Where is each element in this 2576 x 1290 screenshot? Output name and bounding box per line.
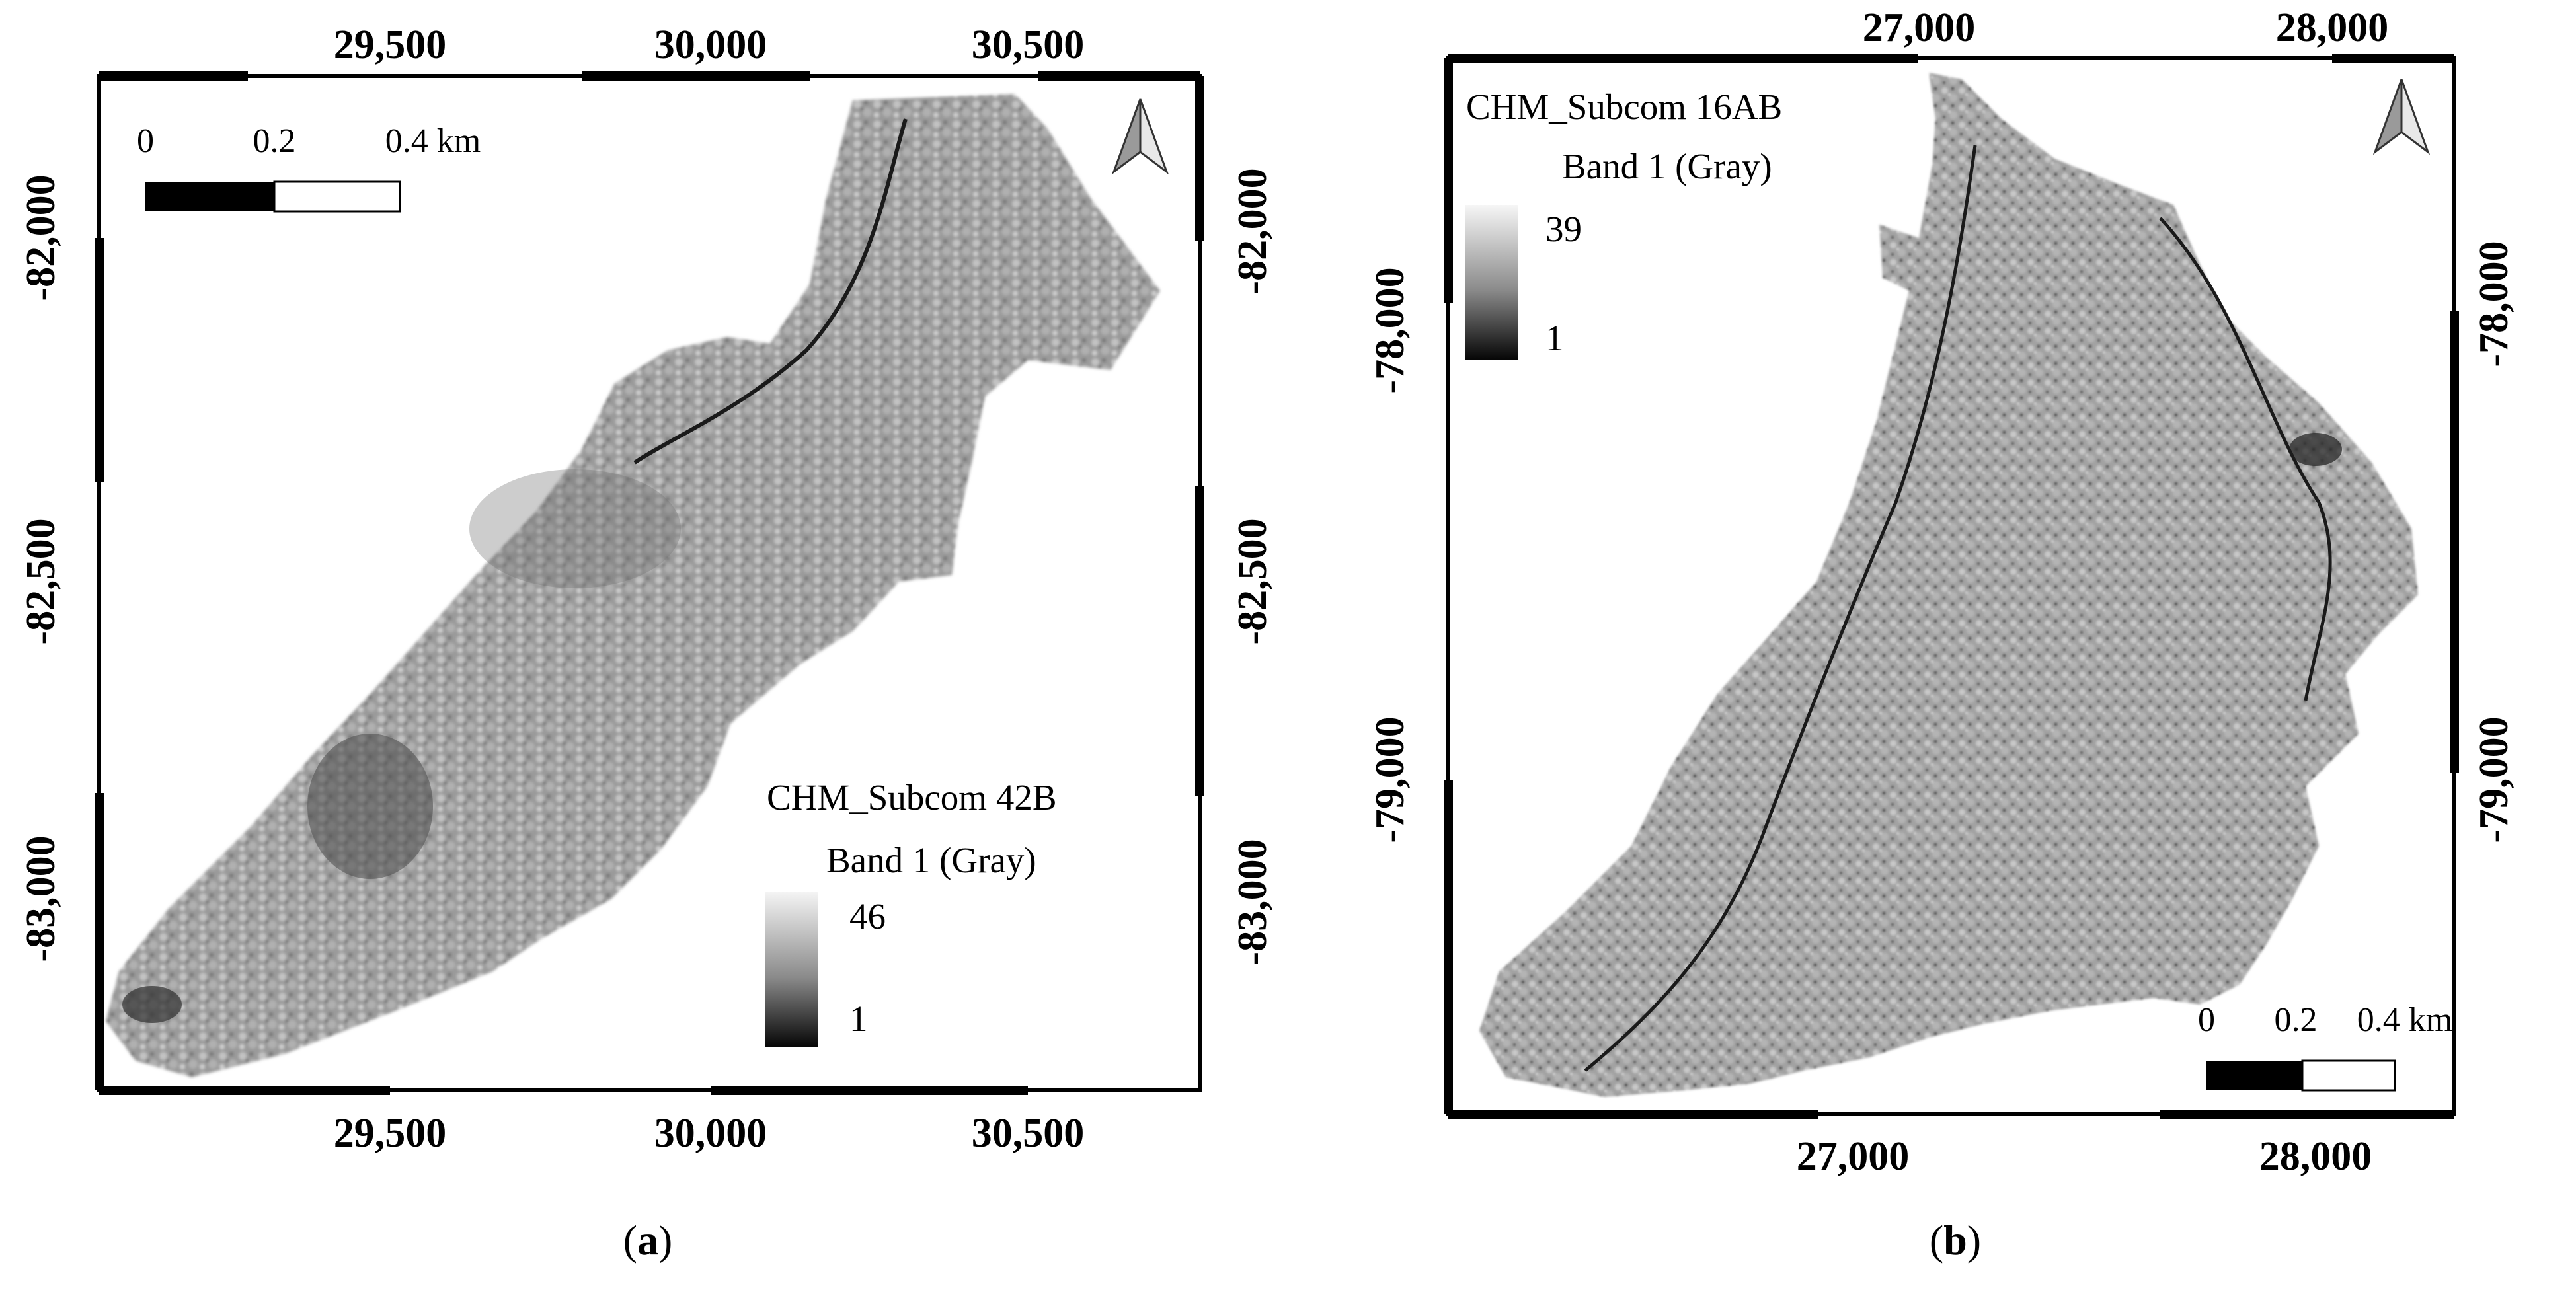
caption-letter-a: a [637, 1217, 658, 1264]
y-tick-right-0: -78,000 [2472, 241, 2517, 367]
x-tick-bottom-2: 30,500 [972, 1111, 1085, 1156]
legend-layer-name: CHM_Subcom 16AB [1466, 87, 1782, 127]
y-tick-left-0: -82,000 [19, 174, 63, 301]
legend-layer-name: CHM_Subcom 42B [767, 777, 1057, 817]
legend-max-value: 46 [849, 896, 886, 936]
legend-max-value: 39 [1545, 209, 1582, 249]
frame-ticks [1444, 54, 2459, 1119]
x-tick-bottom-1: 30,000 [654, 1111, 767, 1156]
x-tick-top-2: 30,500 [972, 22, 1085, 67]
caption-letter-b: b [1943, 1217, 1967, 1264]
legend-min-value: 1 [1545, 318, 1564, 358]
map-b-canvas: CHM_Subcom 16AB Band 1 (Gray) 39 1 0 0.2… [1368, 5, 2517, 1179]
scale-bar: 0 0.2 0.4 km [137, 122, 481, 213]
x-tick-top-0: 29,500 [334, 22, 447, 67]
legend-band-label: Band 1 (Gray) [826, 840, 1036, 880]
x-tick-top-1: 30,000 [654, 22, 767, 67]
caption-b: (b) [1929, 1217, 1982, 1264]
canopy-height-raster [106, 94, 1160, 1077]
y-tick-right-0: -82,000 [1230, 168, 1275, 294]
x-tick-top-1: 28,000 [2276, 5, 2389, 50]
x-tick-bottom-1: 28,000 [2259, 1134, 2372, 1179]
y-tick-left-1: -82,500 [19, 518, 63, 644]
scale-label-2: 0.4 km [385, 122, 481, 160]
map-a-canvas: 0 0.2 0.4 km CHM_Subcom 42B Band 1 (Gray… [19, 22, 1275, 1156]
legend-color-ramp [765, 892, 818, 1047]
legend-min-value: 1 [849, 999, 868, 1039]
legend: CHM_Subcom 16AB Band 1 (Gray) 39 1 [1465, 87, 1782, 360]
y-tick-left-2: -83,000 [19, 835, 63, 962]
frame-ticks [95, 71, 1204, 1095]
x-tick-bottom-0: 27,000 [1797, 1134, 1910, 1179]
scale-label-1: 0.2 [2275, 1001, 2318, 1039]
scale-bar: 0 0.2 0.4 km [2198, 1001, 2452, 1092]
scale-label-0: 0 [2198, 1001, 2215, 1039]
canopy-height-raster [1479, 73, 2418, 1097]
y-tick-right-1: -79,000 [2472, 716, 2517, 843]
scale-label-1: 0.2 [253, 122, 296, 160]
scale-label-0: 0 [137, 122, 154, 160]
legend-band-label: Band 1 (Gray) [1562, 146, 1772, 186]
y-tick-right-2: -83,000 [1230, 839, 1275, 965]
y-tick-left-0: -78,000 [1368, 267, 1413, 393]
y-tick-right-1: -82,500 [1230, 518, 1275, 644]
scale-label-2: 0.4 km [2357, 1001, 2452, 1039]
x-tick-bottom-0: 29,500 [334, 1111, 447, 1156]
x-tick-top-0: 27,000 [1863, 5, 1976, 50]
legend: CHM_Subcom 42B Band 1 (Gray) 46 1 [765, 777, 1057, 1047]
north-arrow-icon [1111, 98, 1169, 175]
y-tick-left-1: -79,000 [1368, 716, 1413, 843]
map-panel-b: CHM_Subcom 16AB Band 1 (Gray) 39 1 0 0.2… [1288, 0, 2576, 1290]
caption-a: (a) [623, 1217, 673, 1264]
north-arrow-icon [2372, 79, 2431, 155]
map-panel-a: 0 0.2 0.4 km CHM_Subcom 42B Band 1 (Gray… [19, 22, 1275, 1264]
legend-color-ramp [1465, 205, 1518, 360]
